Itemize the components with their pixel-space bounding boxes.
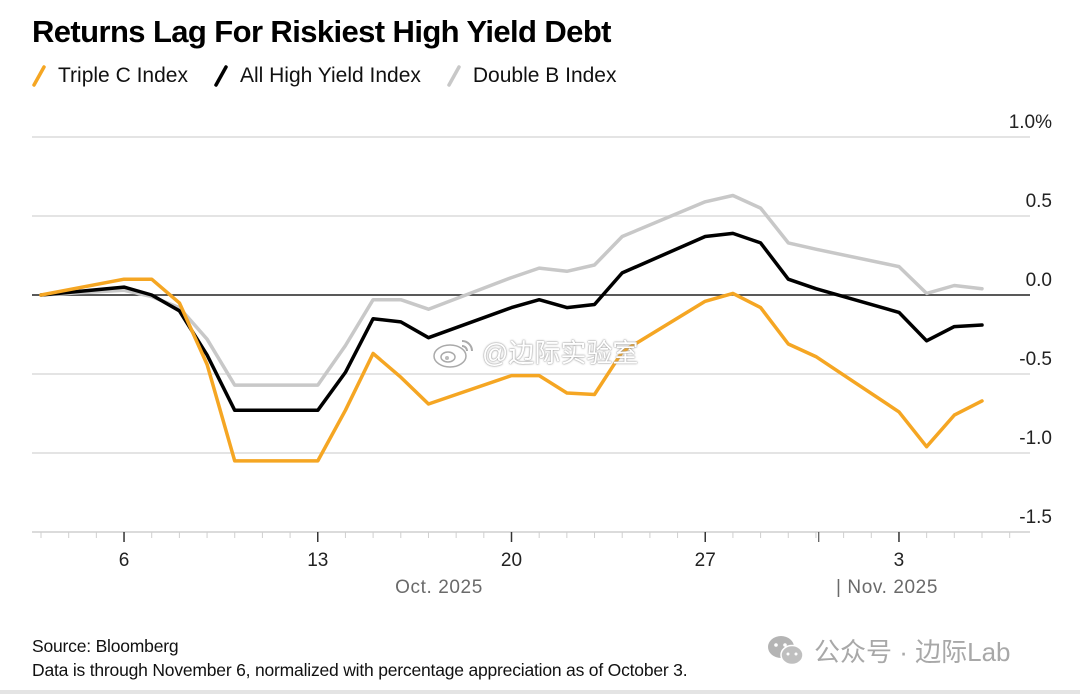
legend-label-triple-c: Triple C Index	[58, 64, 188, 87]
x-tick-label: 3	[894, 550, 905, 571]
series-line-double-b-index	[39, 193, 984, 387]
series-layer	[39, 193, 984, 463]
legend-item-double-b: Double B Index	[447, 64, 617, 88]
weibo-watermark: @边际实验室	[432, 333, 638, 370]
grid-layer	[32, 136, 1030, 454]
legend-item-triple-c: Triple C Index	[32, 64, 188, 88]
chart-footer: Source: Bloomberg Data is through Novemb…	[32, 634, 688, 682]
chart-title: Returns Lag For Riskiest High Yield Debt	[32, 14, 611, 49]
y-tick-label: 0.5	[1026, 191, 1052, 212]
wechat-watermark-text: 公众号 · 边际Lab	[814, 637, 1011, 667]
bottom-border	[0, 690, 1080, 694]
month-label: Oct. 2025	[395, 577, 483, 598]
x-axis	[32, 531, 1030, 542]
y-tick-label: 1.0%	[1009, 112, 1052, 133]
weibo-watermark-text: @边际实验室	[482, 338, 639, 368]
legend-item-all-high-yield: All High Yield Index	[214, 64, 421, 88]
series-line-triple-c-index	[39, 277, 984, 463]
y-tick-label: -1.0	[1019, 428, 1052, 449]
x-tick-label: 20	[501, 550, 522, 571]
weibo-icon	[433, 339, 473, 368]
x-tick-label: 6	[119, 550, 130, 571]
series-line-all-high-yield-index	[39, 231, 984, 413]
month-label: | Nov. 2025	[836, 577, 938, 598]
tick-labels: 1.0% 0.5 0.0 -0.5 -1.0 -1.5 6 13 20 27 3 Oct. 2025 |…	[119, 112, 1052, 598]
y-tick-label: -0.5	[1019, 349, 1052, 370]
legend-label-all-high-yield: All High Yield Index	[239, 64, 421, 87]
wechat-icon	[768, 635, 804, 665]
legend: Triple C Index All High Yield Index Doub…	[32, 64, 643, 88]
legend-swatch-double-b	[447, 65, 461, 87]
chart-plot: 1.0% 0.5 0.0 -0.5 -1.0 -1.5 6 13 20 27 3 Oct. 2025 |…	[32, 112, 1052, 598]
legend-swatch-triple-c	[32, 65, 46, 87]
wechat-watermark: 公众号 · 边际Lab	[766, 632, 1011, 669]
x-tick-label: 13	[307, 550, 328, 571]
y-tick-label: -1.5	[1019, 507, 1052, 528]
data-note: Data is through November 6, normalized w…	[32, 660, 688, 680]
source-note: Source: Bloomberg	[32, 636, 179, 656]
legend-swatch-all-high-yield	[214, 65, 228, 87]
x-tick-label: 27	[695, 550, 716, 571]
legend-label-double-b: Double B Index	[472, 64, 617, 87]
y-tick-label: 0.0	[1026, 270, 1052, 291]
